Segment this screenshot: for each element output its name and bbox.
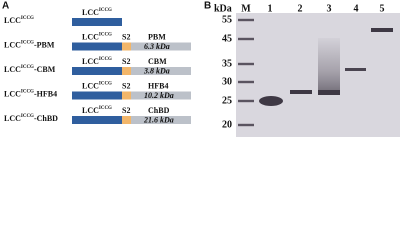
lane-label: 5: [380, 3, 385, 14]
module-bar: [131, 42, 191, 51]
domain-sup: ICCG: [99, 33, 112, 38]
name-suffix: -CBM: [34, 65, 56, 74]
module-label: HFB4: [148, 81, 168, 90]
domain-label: LCCICCG: [82, 32, 112, 41]
band: [345, 68, 366, 71]
name-suffix: -HFB4: [34, 89, 57, 98]
name-sup: ICCG: [21, 16, 34, 21]
domain-base: LCC: [82, 57, 99, 66]
domain-bar: [72, 42, 122, 51]
domain-sup: ICCG: [99, 8, 112, 13]
name-base: LCC: [4, 65, 21, 74]
marker-band: [238, 123, 254, 127]
linker-bar: [122, 67, 131, 75]
page: {"panel_a": {"label": "A", "constructs":…: [0, 0, 400, 137]
domain-base: LCC: [82, 32, 99, 41]
marker-band: [238, 99, 254, 103]
name-sup: ICCG: [21, 90, 34, 95]
name-base: LCC: [4, 89, 21, 98]
construct-name: LCCICCG-ChBD: [4, 114, 58, 123]
domain-label: LCCICCG: [82, 106, 112, 115]
band: [318, 90, 340, 95]
name-sup: ICCG: [21, 65, 34, 70]
marker-band: [238, 62, 254, 66]
marker-band: [238, 37, 254, 41]
domain-label: LCCICCG: [82, 81, 112, 90]
name-suffix: -ChBD: [34, 114, 58, 123]
domain-bar: [72, 116, 122, 124]
marker-label: 55: [222, 14, 232, 25]
domain-bar: [72, 67, 122, 75]
construct-name: LCCICCG: [4, 16, 34, 25]
domain-base: LCC: [82, 8, 99, 17]
linker-bar: [122, 91, 131, 100]
marker-label: 25: [222, 95, 232, 106]
linker-label: S2: [122, 81, 130, 90]
domain-sup: ICCG: [99, 82, 112, 87]
marker-label: 35: [222, 58, 232, 69]
band: [371, 28, 393, 32]
name-base: LCC: [4, 16, 21, 25]
domain-sup: ICCG: [99, 57, 112, 62]
lane-label: 3: [327, 3, 332, 14]
lane-label: 4: [354, 3, 359, 14]
marker-label: 45: [222, 33, 232, 44]
marker-label: 30: [222, 76, 232, 87]
linker-label: S2: [122, 57, 130, 66]
band: [259, 96, 283, 106]
domain-bar: [72, 91, 122, 100]
linker-bar: [122, 42, 131, 51]
name-sup: ICCG: [21, 114, 34, 119]
marker-band: [238, 80, 254, 84]
domain-base: LCC: [82, 81, 99, 90]
linker-label: S2: [122, 32, 130, 41]
panel-label: A: [2, 1, 9, 12]
name-base: LCC: [4, 114, 21, 123]
domain-label: LCCICCG: [82, 8, 112, 17]
marker-label: 20: [222, 119, 232, 130]
name-suffix: -PBM: [34, 40, 55, 49]
name-base: LCC: [4, 40, 21, 49]
linker-label: S2: [122, 106, 130, 115]
lane-label: 1: [268, 3, 273, 14]
band: [290, 90, 312, 94]
construct-name: LCCICCG-CBM: [4, 65, 56, 74]
marker-band: [238, 18, 254, 22]
domain-base: LCC: [82, 106, 99, 115]
module-label: CBM: [148, 57, 167, 66]
module-size: 3.8 kDa: [143, 66, 170, 75]
module-size: 21.6 kDa: [143, 115, 174, 124]
marker-lane-label: M: [241, 3, 251, 14]
domain-label: LCCICCG: [82, 57, 112, 66]
module-size: 6.3 kDa: [144, 42, 170, 51]
unit-label: kDa: [214, 3, 232, 14]
module-bar: [131, 91, 191, 100]
name-sup: ICCG: [21, 41, 34, 46]
module-label: ChBD: [148, 106, 170, 115]
module-bar: [131, 116, 191, 124]
module-bar: [131, 67, 191, 75]
domain-bar: [72, 18, 122, 26]
construct-name: LCCICCG-PBM: [4, 40, 55, 49]
module-label: PBM: [148, 32, 166, 41]
smear: [318, 38, 340, 92]
linker-bar: [122, 116, 131, 124]
construct-name: LCCICCG-HFB4: [4, 89, 57, 98]
domain-sup: ICCG: [99, 106, 112, 111]
lane-label: 2: [298, 3, 303, 14]
panel-label: B: [204, 1, 211, 12]
module-size: 10.2 kDa: [144, 91, 174, 100]
